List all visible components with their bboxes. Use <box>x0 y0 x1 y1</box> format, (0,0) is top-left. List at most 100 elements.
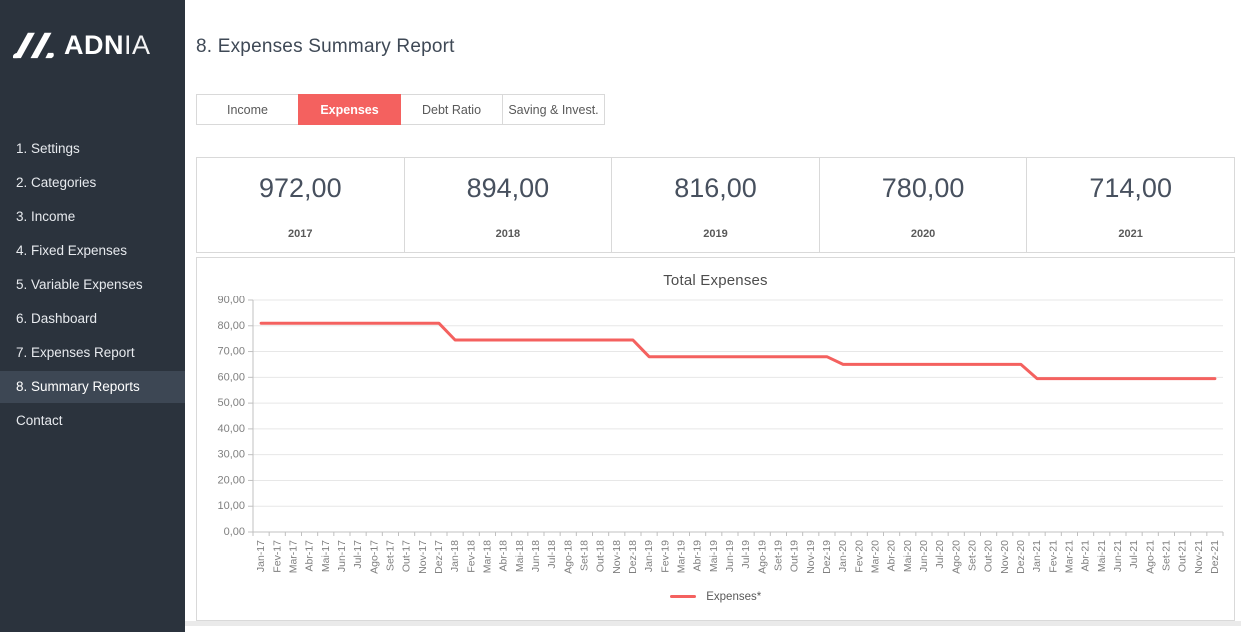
y-tick-label: 10,00 <box>217 500 245 512</box>
x-tick-label: Jan-20 <box>837 540 849 572</box>
kpi-card-2019: 816,00 2019 <box>612 158 820 252</box>
bottom-strip <box>185 621 1241 626</box>
kpi-year-label: 2020 <box>910 228 936 240</box>
x-tick-label: Abr-21 <box>1079 540 1091 572</box>
sidebar-item-dashboard[interactable]: 6. Dashboard <box>16 311 98 326</box>
x-tick-label: Mai-19 <box>707 540 719 572</box>
kpi-value: 894,00 <box>466 173 550 203</box>
logo: ADNIA <box>0 0 185 63</box>
x-tick-label: Out-21 <box>1176 540 1188 572</box>
x-tick-label: Out-18 <box>594 540 606 572</box>
x-tick-label: Abr-18 <box>497 540 509 572</box>
x-tick-label: Jan-18 <box>449 540 461 572</box>
x-tick-label: Mar-18 <box>481 540 493 573</box>
x-tick-label: Mar-17 <box>287 540 299 573</box>
x-tick-label: Mai-20 <box>901 540 913 572</box>
x-tick-label: Mai-21 <box>1095 540 1107 572</box>
chart-legend: Expenses* <box>197 588 1234 606</box>
x-tick-label: Jun-20 <box>917 540 929 572</box>
x-tick-label: Nov-17 <box>416 540 428 574</box>
x-tick-label: Dez-18 <box>626 540 638 574</box>
sidebar: ADNIA 1. Settings 2. Categories 3. Income 4… <box>0 0 185 632</box>
legend-line-swatch <box>669 595 696 599</box>
chart-title: Total Expenses <box>663 272 768 289</box>
tab-expenses[interactable]: Expenses <box>298 94 401 125</box>
x-tick-label: Set-18 <box>578 540 590 571</box>
main-content: 8. Expenses Summary Report Income Expense… <box>185 0 1241 632</box>
x-tick-label: Set-21 <box>1160 540 1172 571</box>
kpi-year-label: 2021 <box>1118 228 1143 240</box>
x-tick-label: Jun-21 <box>1111 540 1123 572</box>
x-tick-label: Nov-19 <box>804 540 816 574</box>
x-tick-label: Dez-17 <box>432 540 444 574</box>
kpi-value: 816,00 <box>674 173 757 203</box>
total-expenses-line-chart: 0,00 10,00 20,00 30,00 40,00 50,00 60,00 70,00 8… <box>217 296 1223 574</box>
x-axis-labels: Jan-17 Fev-17 Mar-17 Abr-17 Mai-17 Jun-17 Jul-… <box>255 540 1221 574</box>
gridlines <box>252 299 1223 507</box>
kpi-value: 780,00 <box>881 173 965 203</box>
x-tick-label: Mar-21 <box>1063 540 1075 573</box>
sidebar-item-summary-reports[interactable]: 8. Summary Reports <box>0 371 185 403</box>
x-tick-label: Ago-17 <box>368 540 380 574</box>
chart-panel: Total Expenses 0,00 10,00 20,00 30,00 40,00 5… <box>196 257 1235 621</box>
x-tick-label: Fev-21 <box>1047 540 1059 573</box>
x-tick-label: Jul-18 <box>546 540 558 569</box>
y-axis-labels: 0,00 10,00 20,00 30,00 40,00 50,00 60,00 70,00 8… <box>217 296 245 538</box>
kpi-card-2017: 972,00 2017 <box>197 158 405 252</box>
x-tick-label: Nov-21 <box>1192 540 1204 574</box>
x-tick-label: Dez-21 <box>1208 540 1220 574</box>
sidebar-item-income[interactable]: 3. Income <box>16 209 76 224</box>
x-tick-label: Fev-18 <box>465 540 477 573</box>
tab-income[interactable]: Income <box>196 94 299 125</box>
logo-text: ADNIA <box>64 31 151 59</box>
x-tick-label: Ago-20 <box>950 540 962 574</box>
x-tick-label: Mai-18 <box>513 540 525 572</box>
page-title: 8. Expenses Summary Report <box>196 36 455 57</box>
kpi-card-2020: 780,00 2020 <box>820 158 1028 252</box>
y-tick-label: 30,00 <box>217 449 245 461</box>
x-tick-label: Jul-17 <box>352 540 364 569</box>
x-tick-label: Mai-17 <box>319 540 331 572</box>
kpi-cards: 972,00 2017 894,00 2018 816,00 2019 780,00 2020… <box>196 157 1235 253</box>
x-tick-label: Ago-21 <box>1144 540 1156 574</box>
x-tick-label: Jan-21 <box>1031 540 1043 572</box>
kpi-value: 714,00 <box>1089 173 1172 203</box>
sidebar-item-variable-expenses[interactable]: 5. Variable Expenses <box>16 277 143 292</box>
x-tick-label: Jul-20 <box>934 540 946 569</box>
axes <box>247 299 1223 536</box>
kpi-value: 972,00 <box>259 173 342 203</box>
kpi-year-label: 2018 <box>495 228 521 240</box>
sidebar-item-categories[interactable]: 2. Categories <box>16 175 97 190</box>
x-tick-label: Nov-18 <box>610 540 622 574</box>
x-tick-label: Nov-20 <box>998 540 1010 574</box>
sidebar-item-contact[interactable]: Contact <box>16 413 63 428</box>
x-tick-label: Set-17 <box>384 540 396 571</box>
x-tick-label: Dez-19 <box>820 540 832 574</box>
tab-debt-ratio[interactable]: Debt Ratio <box>400 94 503 125</box>
x-tick-label: Dez-20 <box>1014 540 1026 574</box>
y-tick-label: 70,00 <box>217 346 245 358</box>
x-tick-label: Jan-17 <box>255 540 267 572</box>
y-tick-label: 0,00 <box>223 526 244 538</box>
kpi-year-label: 2017 <box>288 228 313 240</box>
sidebar-item-fixed-expenses[interactable]: 4. Fixed Expenses <box>16 243 128 258</box>
x-tick-label: Fev-19 <box>659 540 671 573</box>
tab-bar: Income Expenses Debt Ratio Saving & Invest. <box>196 94 1235 125</box>
x-tick-label: Jun-18 <box>529 540 541 572</box>
x-tick-label: Ago-19 <box>756 540 768 574</box>
tab-saving-invest[interactable]: Saving & Invest. <box>502 94 605 125</box>
x-tick-label: Jan-19 <box>643 540 655 572</box>
x-tick-label: Ago-18 <box>562 540 574 574</box>
sidebar-item-expenses-report[interactable]: 7. Expenses Report <box>16 345 135 360</box>
x-tick-label: Out-20 <box>982 540 994 572</box>
x-tick-label: Set-20 <box>966 540 978 571</box>
sidebar-item-settings[interactable]: 1. Settings <box>16 141 80 156</box>
y-tick-label: 90,00 <box>217 296 245 306</box>
kpi-year-label: 2019 <box>703 228 728 240</box>
x-tick-label: Mar-20 <box>869 540 881 573</box>
adnia-logo-icon <box>13 32 54 59</box>
y-tick-label: 80,00 <box>217 320 245 332</box>
x-tick-label: Out-17 <box>400 540 412 572</box>
x-tick-label: Jul-21 <box>1128 540 1140 569</box>
